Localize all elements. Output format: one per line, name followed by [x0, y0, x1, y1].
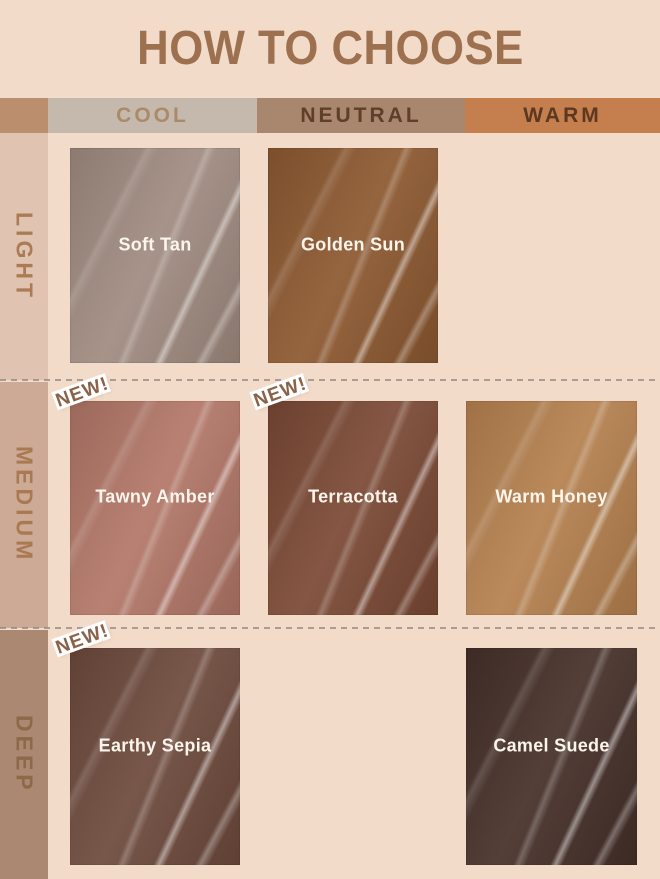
swatch-label: Terracotta: [308, 486, 398, 507]
row-label-text: MEDIUM: [11, 446, 38, 564]
row-separator: [0, 379, 660, 381]
swatch-label: Soft Tan: [118, 234, 192, 255]
row-label-light: LIGHT: [0, 133, 48, 380]
swatch-camel-suede: Camel Suede: [466, 648, 637, 865]
swatch-tawny-amber: NEW! NEW! Tawny Amber: [50, 370, 240, 615]
row-label-medium: MEDIUM: [0, 382, 48, 628]
row-label-text: DEEP: [11, 715, 38, 794]
header-corner: [0, 98, 48, 133]
swatch-label: Golden Sun: [301, 234, 405, 255]
column-header-cool: COOL: [48, 98, 257, 133]
row-separator: [0, 627, 660, 629]
swatch-warm-honey: Warm Honey: [466, 401, 637, 615]
swatch-soft-tan: Soft Tan: [70, 148, 240, 363]
page-title: HOW TO CHOOSE: [136, 19, 524, 75]
swatch-label: Camel Suede: [493, 735, 610, 756]
swatch-golden-sun: Golden Sun: [268, 148, 438, 363]
swatch-label: Tawny Amber: [95, 486, 215, 507]
row-label-text: LIGHT: [11, 212, 38, 301]
column-header-neutral: NEUTRAL: [257, 98, 465, 133]
swatch-earthy-sepia: NEW! NEW! Earthy Sepia: [50, 617, 240, 865]
swatch-label: Warm Honey: [495, 486, 608, 507]
swatch-terracotta: NEW! NEW! Terracotta: [248, 370, 438, 615]
row-label-deep: DEEP: [0, 630, 48, 879]
column-header-warm: WARM: [465, 98, 660, 133]
swatch-label: Earthy Sepia: [98, 735, 212, 756]
